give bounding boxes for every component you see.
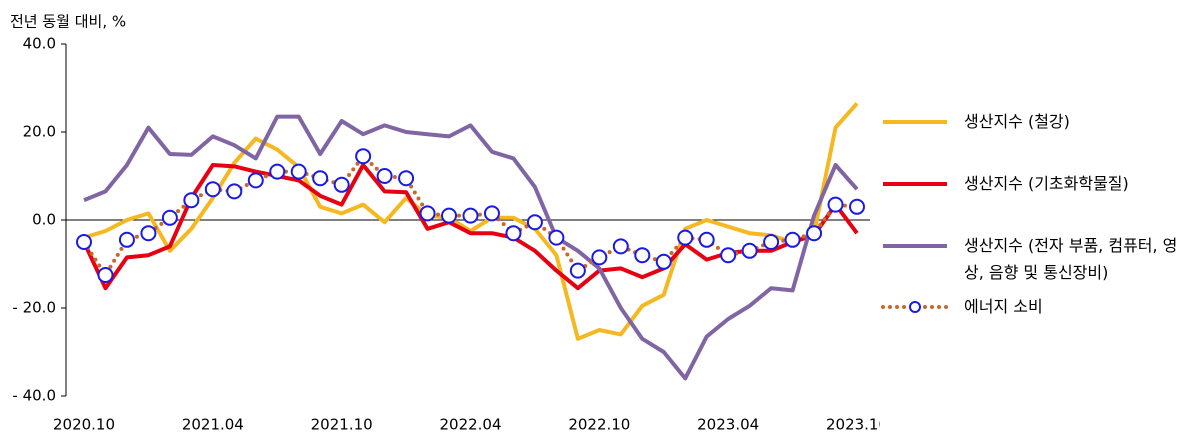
point	[118, 231, 135, 248]
legend-swatch	[881, 301, 949, 313]
point	[290, 163, 307, 180]
point	[741, 242, 758, 259]
point	[97, 267, 114, 283]
point	[634, 247, 651, 264]
point	[183, 192, 200, 209]
x-tick-label: 2021.04	[182, 416, 244, 434]
legend-label: 에너지 소비	[964, 297, 1043, 316]
point	[333, 176, 350, 193]
x-tick-label: 2023.10	[826, 416, 880, 434]
x-tick-label: 2023.04	[697, 416, 759, 434]
y-tick-label: 20.0	[23, 123, 56, 141]
legend-item: 생산지수 (전자 부품, 컴퓨터, 영상, 음향 및 통신장비)	[880, 232, 1196, 286]
point	[76, 234, 92, 250]
chart-title: 전년 동월 대비, %	[10, 13, 126, 31]
point	[462, 207, 479, 224]
legend-swatch	[883, 120, 947, 124]
point	[849, 198, 865, 215]
legend-swatch	[883, 182, 947, 186]
y-tick-label: - 40.0	[12, 387, 56, 405]
series-line	[83, 114, 859, 381]
x-tick-label: 2022.10	[568, 416, 630, 434]
y-tick-label: - 20.0	[12, 299, 56, 317]
point	[269, 163, 286, 180]
point	[655, 253, 672, 270]
point	[204, 181, 221, 198]
legend-label: 생산지수 (철강)	[964, 112, 1070, 131]
point	[591, 249, 608, 266]
point	[355, 148, 372, 165]
legend-label: 생산지수 (기초화학물질)	[964, 174, 1129, 193]
point	[312, 170, 329, 187]
legend-label: 생산지수 (전자 부품, 컴퓨터, 영상, 음향 및 통신장비)	[964, 236, 1178, 282]
point	[483, 205, 500, 222]
series-line	[82, 163, 859, 291]
point	[677, 229, 694, 246]
point	[505, 225, 522, 242]
y-tick-label: 0.0	[32, 211, 56, 229]
point	[140, 225, 157, 242]
point	[698, 231, 715, 248]
point	[784, 231, 801, 248]
point	[720, 247, 737, 264]
point	[161, 209, 178, 226]
legend-item: 에너지 소비	[880, 293, 1196, 320]
point	[548, 229, 565, 246]
point	[247, 172, 264, 189]
point	[806, 225, 823, 242]
point	[612, 238, 629, 255]
x-tick-label: 2021.10	[311, 416, 373, 434]
y-tick-label: 40.0	[23, 35, 56, 53]
legend-swatch	[883, 244, 947, 248]
point	[763, 234, 780, 250]
point	[827, 196, 844, 213]
plot: 전년 동월 대비, % 40.0 20.0 0.0 - 20.0 - 40.0 2020.…	[10, 13, 888, 434]
point	[398, 170, 415, 187]
point	[569, 262, 586, 279]
x-tick-label: 2020.10	[53, 416, 115, 434]
point	[376, 168, 393, 184]
legend-marker	[909, 301, 921, 313]
point	[441, 207, 458, 224]
legend-item: 생산지수 (기초화학물질)	[880, 170, 1196, 197]
point	[226, 183, 243, 200]
legend-item: 생산지수 (철강)	[880, 108, 1196, 135]
point	[419, 205, 436, 222]
x-tick-label: 2022.04	[439, 416, 501, 434]
point	[526, 214, 543, 231]
